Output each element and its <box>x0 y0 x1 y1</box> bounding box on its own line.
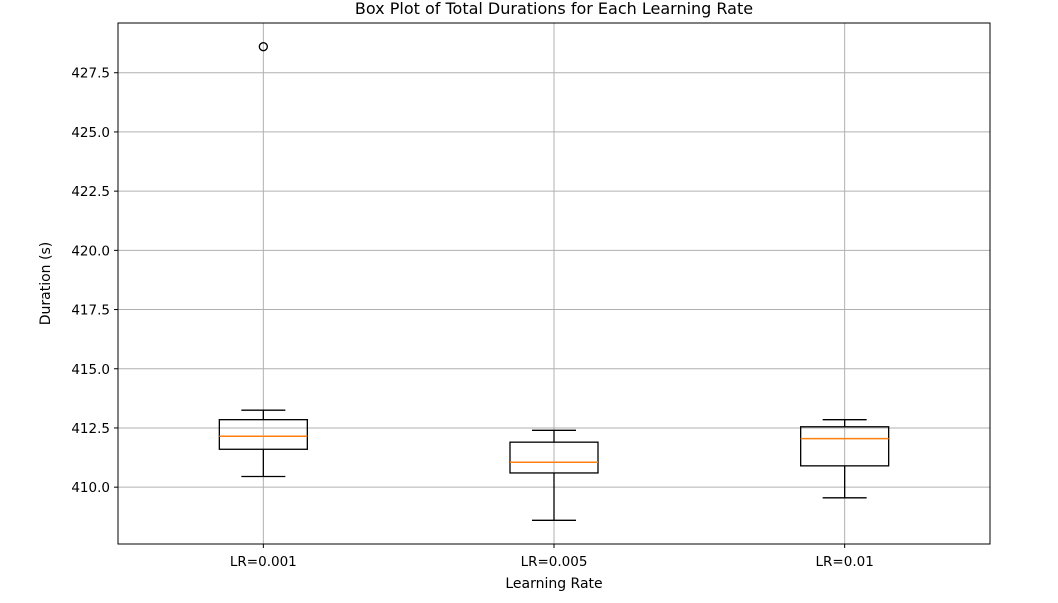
y-tick-label: 420.0 <box>71 243 110 259</box>
y-tick-label: 412.5 <box>71 421 110 437</box>
y-tick-label: 427.5 <box>71 66 110 82</box>
box-plot-series <box>218 42 890 521</box>
x-tick-label: LR=0.001 <box>230 554 297 570</box>
box-lr-0-001 <box>218 42 308 478</box>
box-lr-0-01 <box>800 419 890 499</box>
x-axis-label: Learning Rate <box>505 576 602 592</box>
chart-title: Box Plot of Total Durations for Each Lea… <box>355 0 753 18</box>
axis-ticks: 410.0 412.5 415.0 417.5 420.0 422.5 425.0 427.5… <box>71 66 873 570</box>
y-axis-label: Duration (s) <box>38 242 54 325</box>
x-tick-label: LR=0.005 <box>521 554 588 570</box>
box-lr-0-005 <box>509 429 599 521</box>
y-tick-label: 425.0 <box>71 125 110 141</box>
iqr-box <box>509 441 599 474</box>
x-tick-label: LR=0.01 <box>816 554 874 570</box>
iqr-box <box>800 426 890 467</box>
y-tick-label: 415.0 <box>71 362 110 378</box>
outlier-point <box>258 42 268 52</box>
y-tick-label: 417.5 <box>71 303 110 319</box>
y-tick-label: 422.5 <box>71 184 110 200</box>
y-tick-label: 410.0 <box>71 480 110 496</box>
grid-lines <box>118 23 990 544</box>
iqr-box <box>218 419 308 450</box>
